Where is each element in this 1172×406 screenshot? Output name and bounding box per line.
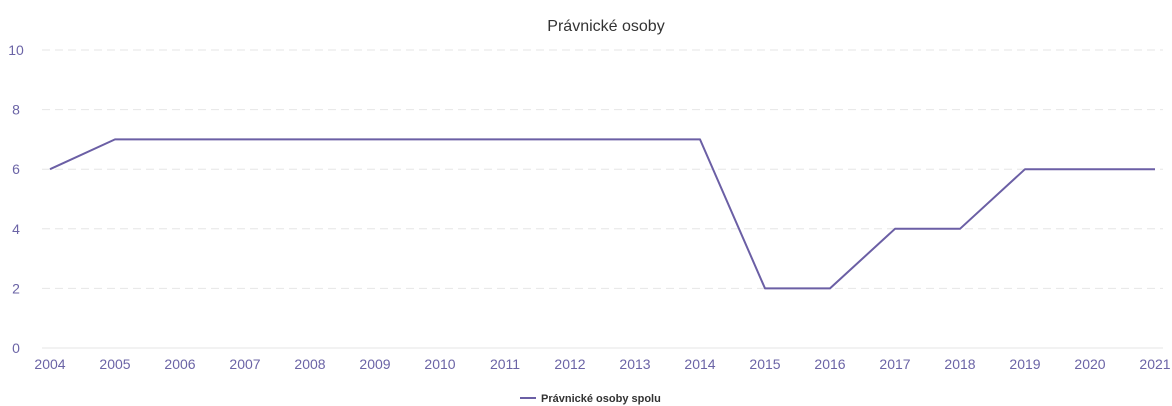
data-point[interactable] [109, 133, 121, 145]
y-tick-label: 10 [8, 42, 24, 58]
data-point[interactable] [564, 133, 576, 145]
x-tick-label: 2013 [619, 356, 650, 372]
x-tick-label: 2020 [1074, 356, 1105, 372]
x-tick-label: 2019 [1009, 356, 1040, 372]
chart-title: Právnické osoby [547, 18, 664, 35]
data-point[interactable] [954, 223, 966, 235]
legend[interactable]: Právnické osoby spolu [520, 393, 661, 405]
data-point[interactable] [44, 163, 56, 175]
x-tick-label: 2011 [490, 356, 520, 372]
series-line[interactable] [49, 138, 1155, 290]
x-tick-label: 2017 [879, 356, 910, 372]
data-point[interactable] [694, 133, 706, 145]
y-tick-label: 6 [12, 161, 20, 177]
x-tick-label: 2021 [1139, 356, 1170, 372]
data-point[interactable] [499, 133, 511, 145]
grid-lines [42, 49, 1163, 289]
x-tick-label: 2005 [99, 356, 130, 372]
x-tick-label: 2008 [294, 356, 325, 372]
y-tick-label: 4 [12, 221, 20, 237]
series-lines [44, 133, 1161, 294]
legend-label[interactable]: Právnické osoby spolu [541, 393, 661, 405]
data-point[interactable] [304, 133, 316, 145]
data-point[interactable] [889, 223, 901, 235]
data-point[interactable] [174, 133, 186, 145]
data-point[interactable] [239, 133, 251, 145]
data-point[interactable] [1149, 163, 1161, 175]
data-point[interactable] [369, 133, 381, 145]
data-point[interactable] [434, 133, 446, 145]
data-point[interactable] [824, 282, 836, 294]
y-tick-label: 8 [12, 102, 20, 118]
data-point[interactable] [1019, 163, 1031, 175]
data-point[interactable] [1084, 163, 1096, 175]
x-tick-label: 2004 [34, 356, 65, 372]
x-tick-label: 2010 [424, 356, 455, 372]
x-tick-label: 2007 [229, 356, 260, 372]
x-tick-label: 2016 [814, 356, 845, 372]
data-point[interactable] [629, 133, 641, 145]
data-point[interactable] [759, 282, 771, 294]
x-tick-label: 2012 [554, 356, 585, 372]
x-tick-label: 2009 [359, 356, 390, 372]
x-tick-label: 2018 [944, 356, 975, 372]
x-axis: 2004 2005 2006 2007 2008 2009 2010 2011 2012 2013… [34, 347, 1171, 372]
x-tick-label: 2006 [164, 356, 195, 372]
y-tick-label: 0 [12, 340, 20, 356]
y-axis: 0 2 4 6 8 10 [8, 42, 24, 356]
y-tick-label: 2 [12, 280, 20, 296]
x-tick-label: 2015 [749, 356, 780, 372]
x-tick-label: 2014 [684, 356, 715, 372]
